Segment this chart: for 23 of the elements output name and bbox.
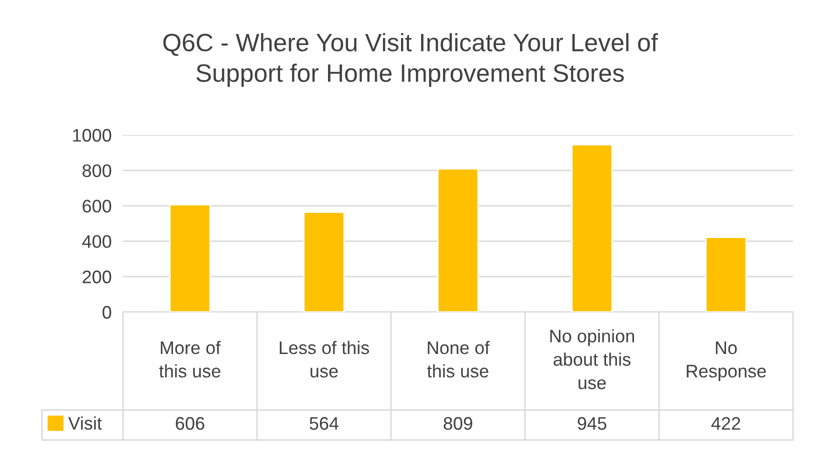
data-label: 422 (711, 417, 740, 430)
bar (169, 204, 211, 312)
data-label: 564 (310, 417, 339, 430)
legend-label: Visit (68, 416, 102, 430)
bar (303, 211, 345, 312)
y-tick-label: 1000 (73, 128, 112, 142)
data-label: 945 (578, 417, 606, 430)
x-tick-label: No opinion about this use (550, 329, 634, 390)
bar (705, 236, 747, 312)
y-tick-label: 800 (82, 164, 112, 178)
y-tick-label: 200 (82, 270, 112, 284)
data-label: 606 (176, 417, 204, 430)
x-tick-label: More of this use (159, 340, 221, 378)
y-tick-label: 0 (102, 306, 112, 319)
data-label: 809 (444, 417, 472, 430)
x-tick-label: No Response (686, 342, 766, 382)
bar (571, 144, 613, 312)
x-tick-label: Less of this use (280, 340, 370, 378)
y-tick-label: 600 (82, 200, 112, 213)
y-tick-label: 400 (82, 235, 112, 248)
bar (437, 168, 479, 312)
x-tick-label: None of this use (427, 340, 490, 378)
chart-title: Q6C - Where You Visit Indicate Your Level of Support for Home Improvement Stores (163, 33, 658, 87)
